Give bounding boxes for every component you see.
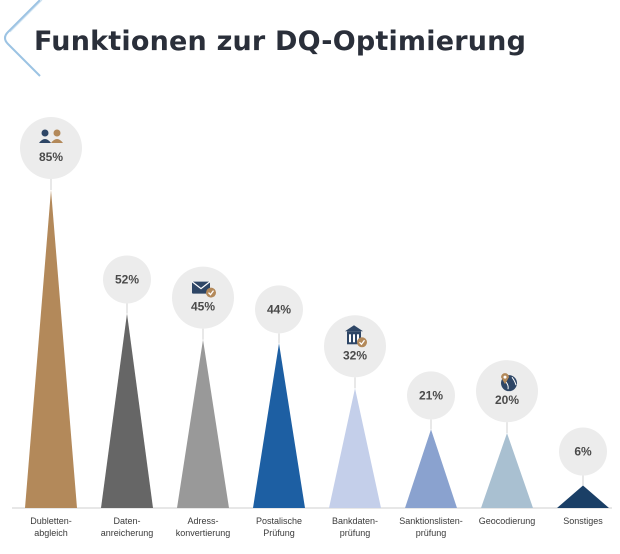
- globe-pin-icon: [501, 373, 517, 392]
- value-label: 45%: [191, 300, 215, 314]
- value-label: 6%: [574, 445, 592, 459]
- category-label: Sonstiges: [563, 516, 603, 526]
- bar-sanktionslistenprfung: [405, 429, 457, 508]
- value-label: 32%: [343, 348, 367, 362]
- value-bubble: [324, 315, 386, 378]
- category-label: Adress-konvertierung: [176, 516, 231, 538]
- bar-bankdatenprfung: [329, 388, 381, 508]
- bar-datenanreicherung: [101, 313, 153, 508]
- category-label: Sanktionslisten-prüfung: [399, 516, 463, 538]
- value-label: 20%: [495, 393, 519, 407]
- bar-sonstiges: [557, 485, 609, 508]
- category-label: Bankdaten-prüfung: [332, 516, 378, 538]
- category-label: Postalische Prüfung: [256, 516, 302, 538]
- bar-postalischeprfung: [253, 343, 305, 508]
- category-label: Daten-anreicherung: [101, 516, 154, 538]
- people-icon: [39, 129, 63, 143]
- value-bubble: [407, 371, 455, 420]
- category-label: Geocodierung: [479, 516, 536, 526]
- value-bubble: [20, 117, 82, 179]
- value-bubble: [172, 266, 234, 329]
- value-label: 44%: [267, 302, 291, 316]
- bank-check-icon: [345, 325, 367, 348]
- value-label: 21%: [419, 388, 443, 402]
- category-label: Dubletten-abgleich: [30, 516, 72, 538]
- value-bubble: [476, 360, 538, 423]
- mail-check-icon: [191, 281, 216, 298]
- page-title: Funktionen zur DQ-Optimierung: [34, 26, 527, 57]
- bar-geocodierung: [481, 433, 533, 508]
- value-label: 52%: [115, 272, 139, 286]
- value-bubble: [559, 427, 607, 476]
- value-label: 85%: [39, 150, 63, 164]
- bar-dublettenabgleich: [25, 190, 77, 508]
- bar-adresskonvertierung: [177, 339, 229, 508]
- value-bubble: [103, 255, 151, 304]
- value-bubble: [255, 285, 303, 334]
